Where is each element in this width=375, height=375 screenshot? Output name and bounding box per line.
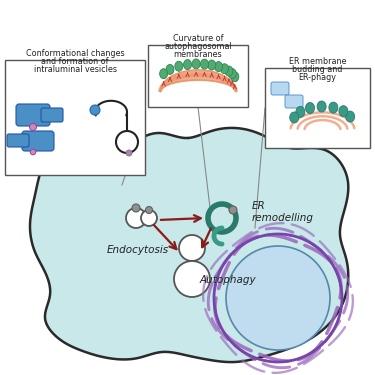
Circle shape — [90, 105, 100, 115]
Text: ER-phagy: ER-phagy — [298, 73, 336, 82]
Ellipse shape — [339, 106, 348, 117]
FancyBboxPatch shape — [285, 95, 303, 108]
Circle shape — [30, 149, 36, 155]
FancyBboxPatch shape — [16, 104, 50, 126]
Circle shape — [229, 206, 237, 214]
Circle shape — [174, 261, 210, 297]
Ellipse shape — [220, 64, 228, 74]
Circle shape — [226, 246, 330, 350]
Text: ER
remodelling: ER remodelling — [252, 201, 314, 223]
Ellipse shape — [225, 66, 233, 76]
Ellipse shape — [296, 106, 305, 117]
Ellipse shape — [166, 64, 174, 75]
Text: and formation of: and formation of — [41, 57, 109, 66]
FancyBboxPatch shape — [22, 131, 54, 151]
Polygon shape — [30, 128, 348, 362]
Text: Conformational changes: Conformational changes — [26, 49, 124, 58]
Text: autophagosomal: autophagosomal — [164, 42, 232, 51]
Circle shape — [146, 207, 153, 213]
Text: Curvature of: Curvature of — [173, 34, 223, 43]
Circle shape — [116, 131, 138, 153]
Ellipse shape — [175, 61, 183, 71]
Circle shape — [132, 204, 140, 212]
Ellipse shape — [329, 102, 338, 113]
Ellipse shape — [290, 112, 299, 123]
Circle shape — [141, 210, 157, 226]
Ellipse shape — [192, 59, 200, 69]
FancyBboxPatch shape — [265, 68, 370, 148]
FancyBboxPatch shape — [148, 45, 248, 107]
Ellipse shape — [306, 102, 315, 114]
FancyBboxPatch shape — [5, 60, 145, 175]
Text: Autophagy: Autophagy — [200, 275, 256, 285]
FancyBboxPatch shape — [271, 82, 289, 95]
Ellipse shape — [228, 69, 236, 78]
Ellipse shape — [160, 69, 168, 79]
Ellipse shape — [346, 111, 355, 122]
Text: membranes: membranes — [174, 50, 222, 59]
Ellipse shape — [201, 59, 208, 69]
Ellipse shape — [317, 101, 326, 112]
Ellipse shape — [183, 60, 192, 69]
FancyBboxPatch shape — [41, 108, 63, 122]
Ellipse shape — [208, 60, 216, 70]
Circle shape — [179, 235, 205, 261]
Circle shape — [126, 208, 146, 228]
Ellipse shape — [231, 72, 239, 82]
Text: budding and: budding and — [292, 65, 343, 74]
Circle shape — [30, 123, 36, 130]
Text: ER membrane: ER membrane — [289, 57, 346, 66]
Ellipse shape — [214, 62, 222, 72]
FancyBboxPatch shape — [7, 134, 29, 147]
Text: intraluminal vesicles: intraluminal vesicles — [33, 65, 117, 74]
Circle shape — [126, 150, 132, 156]
Text: Endocytosis: Endocytosis — [107, 245, 169, 255]
